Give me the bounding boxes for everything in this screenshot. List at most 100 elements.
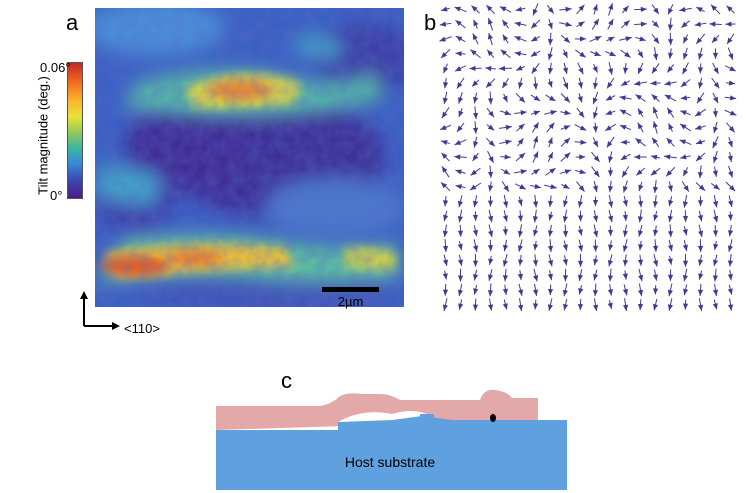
substrate (216, 416, 567, 490)
vector-arrow-head (637, 216, 644, 223)
vector-arrow-head (667, 66, 674, 73)
vector-arrow-head (520, 169, 527, 175)
vector-arrow-head (653, 260, 659, 267)
vector-arrow-head (638, 244, 644, 251)
vector-arrow-head (713, 183, 720, 190)
vector-arrow-head (442, 273, 448, 280)
vector-arrow-head (727, 155, 733, 162)
vector-arrow-head (564, 110, 571, 116)
vector-arrow-head (562, 67, 568, 74)
vector-arrow-head (712, 141, 718, 149)
vector-arrow-head (608, 244, 614, 251)
vector-arrow-head (531, 22, 538, 29)
vector-arrow-head (503, 185, 509, 192)
panel-label-a: a (66, 10, 79, 35)
vector-arrow-head (667, 39, 674, 46)
vector-arrow-head (502, 244, 509, 252)
vector-arrow-head (592, 290, 599, 297)
vector-arrow-head (664, 80, 671, 86)
colorbar-min-label: 0° (50, 188, 63, 203)
vector-arrow-head (473, 274, 479, 281)
vector-arrow-head (504, 110, 511, 116)
vector-arrow-head (698, 230, 704, 238)
vector-arrow-head (516, 65, 523, 71)
vector-arrow-head (712, 156, 718, 163)
vector-arrow-head (562, 216, 568, 223)
vector-arrow-head (441, 111, 448, 119)
vector-arrow-head (713, 96, 719, 104)
vector-arrow-head (593, 18, 599, 26)
vector-arrow-head (547, 273, 553, 281)
vector-arrow-head (697, 53, 704, 60)
vector-arrow-head (622, 245, 628, 252)
vector-arrow-head (712, 303, 718, 310)
vector-arrow-head (502, 288, 508, 295)
vector-arrow-head (485, 65, 492, 72)
vector-arrow-head (607, 81, 613, 89)
vector-arrow-head (680, 124, 687, 130)
vector-arrow-head (577, 215, 584, 222)
vector-arrow-head (505, 139, 512, 145)
vector-arrow-head (470, 49, 477, 56)
vector-arrow-head (682, 260, 689, 267)
vector-arrow-head (608, 215, 614, 223)
vector-arrow-head (533, 95, 541, 101)
vector-arrow-head (695, 110, 702, 117)
axis-direction-label: <110> (124, 321, 160, 336)
vector-arrow-head (682, 52, 688, 60)
vector-arrow-head (533, 229, 539, 237)
vector-arrow-head (607, 289, 614, 296)
vector-arrow-head (664, 154, 671, 160)
vector-arrow-head (640, 21, 647, 27)
vector-arrow-head (668, 123, 674, 130)
vector-arrow-head (458, 110, 464, 118)
vector-arrow-head (638, 108, 644, 115)
vector-arrow-head (458, 303, 464, 310)
tilt-magnitude-map (95, 8, 404, 307)
vector-arrow-head (667, 258, 673, 265)
vector-arrow-head (487, 33, 493, 40)
vector-arrow-head (679, 6, 686, 13)
vector-arrow-head (622, 67, 629, 74)
vector-arrow-head (667, 274, 674, 281)
vector-arrow-head (562, 275, 569, 282)
vector-arrow-head (563, 125, 571, 131)
vector-arrow-head (637, 201, 644, 208)
vector-arrow-head (668, 52, 674, 59)
vector-arrow-head (593, 170, 600, 177)
vector-arrow-head (651, 94, 658, 101)
vector-arrow-head (683, 185, 689, 192)
vector-arrow-head (666, 170, 673, 177)
vector-arrow-head (698, 304, 704, 312)
vector-arrow-head (653, 53, 659, 61)
vector-arrow-head (547, 137, 553, 144)
vector-arrow-head (592, 4, 598, 11)
vector-arrow-head (695, 124, 702, 130)
vector-arrow-head (593, 230, 599, 238)
vector-arrow-head (472, 200, 479, 208)
vector-arrow-head (667, 244, 673, 252)
vector-arrow-head (653, 214, 659, 221)
vector-arrow-head (578, 21, 585, 27)
vector-arrow-head (547, 200, 554, 207)
vector-arrow-head (637, 122, 644, 130)
vector-arrow-head (550, 184, 557, 190)
panel-label-c: c (281, 368, 292, 393)
vector-arrow-head (711, 36, 718, 43)
vector-arrow-head (487, 200, 494, 207)
vector-arrow-head (619, 109, 627, 115)
vector-arrow-head (455, 184, 462, 190)
vector-arrow-head (533, 122, 539, 129)
vector-arrow-head (697, 200, 704, 207)
vector-arrow-head (547, 38, 554, 46)
vector-arrow-head (637, 303, 644, 311)
vector-arrow-head (532, 8, 538, 16)
vector-arrow-head (487, 274, 494, 281)
vector-arrow-head (608, 156, 614, 163)
vector-arrow-head (729, 110, 737, 116)
vector-arrow-head (455, 169, 462, 175)
vector-arrow-head (712, 52, 719, 59)
vector-arrow-head (682, 244, 688, 252)
vector-arrow-head (605, 109, 613, 115)
vector-arrow-head (592, 140, 598, 148)
